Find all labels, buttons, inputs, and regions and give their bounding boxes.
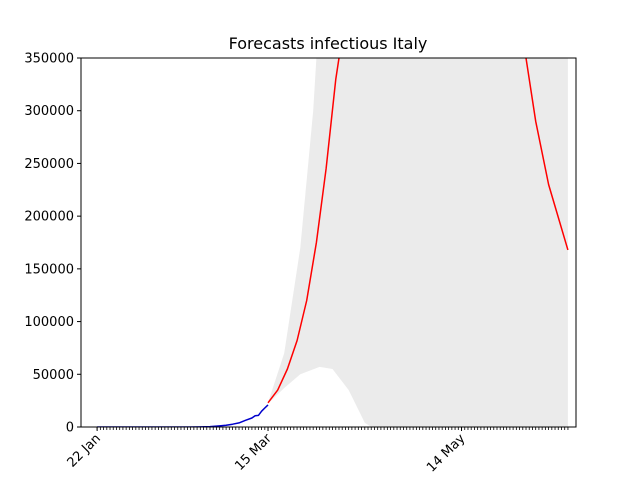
plot-frame — [80, 57, 577, 428]
x-tick-label: 22 Jan — [65, 431, 104, 470]
y-tick-label: 250000 — [24, 157, 74, 172]
x-tick-label: 15 Mar — [232, 431, 275, 474]
y-tick-label: 50000 — [33, 368, 74, 383]
chart-title: Forecasts infectious Italy — [229, 34, 428, 53]
forecast-band — [268, 58, 568, 427]
y-tick-label: 0 — [66, 421, 74, 436]
y-tick-label: 100000 — [24, 315, 74, 330]
series-line-2 — [267, 58, 340, 404]
y-tick-label: 150000 — [24, 262, 74, 277]
y-tick-label: 200000 — [24, 210, 74, 225]
y-tick-label: 300000 — [24, 104, 74, 119]
x-tick-label: 14 May — [424, 431, 468, 475]
series-line-1 — [97, 404, 269, 427]
series-line-3 — [525, 58, 569, 251]
y-tick-label: 350000 — [24, 52, 74, 67]
